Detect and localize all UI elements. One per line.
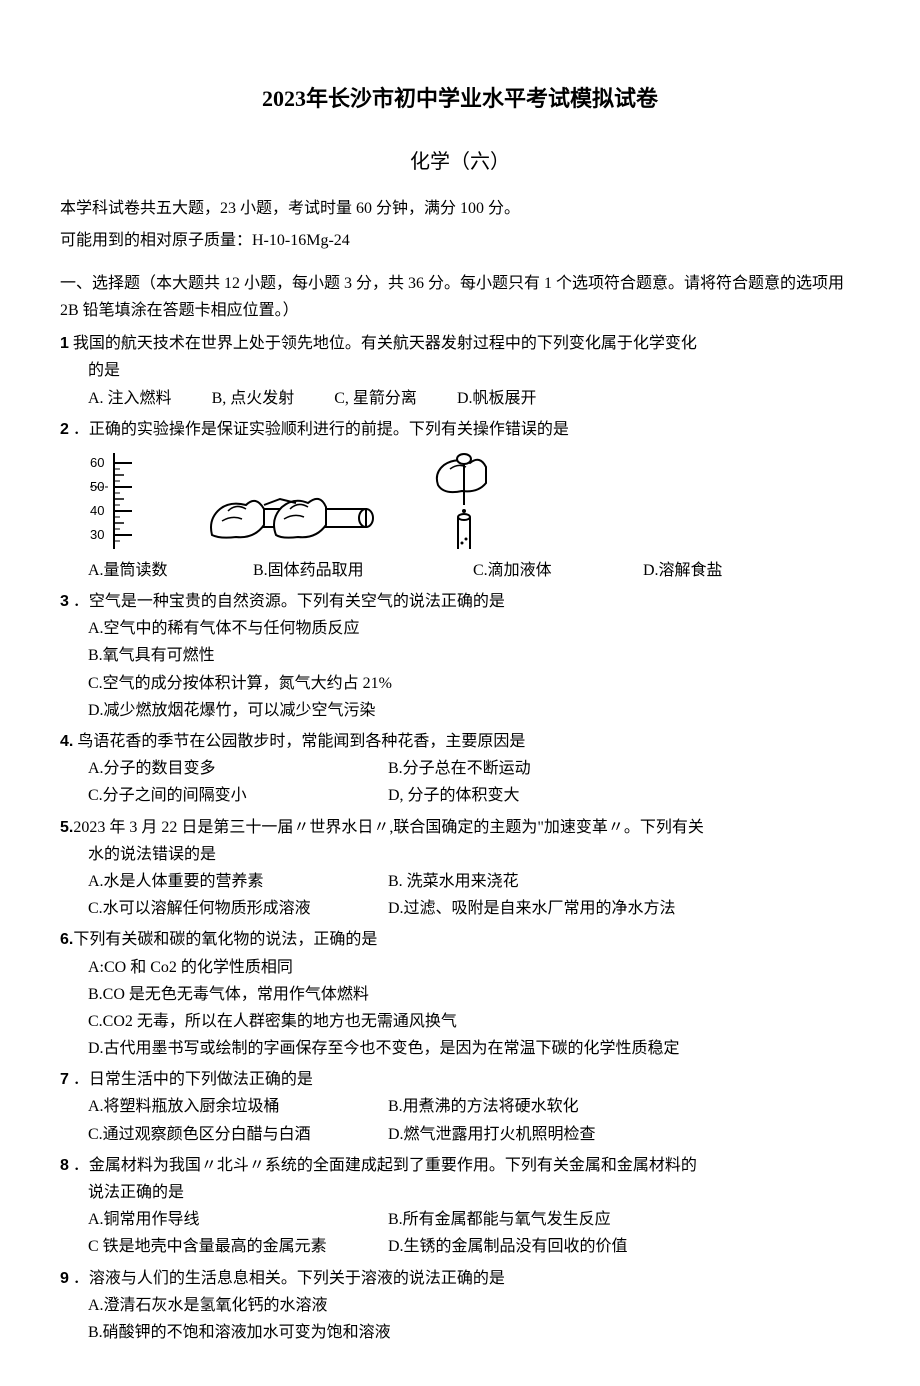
graduated-cylinder-icon: 60 50 40 30 [88,451,148,551]
q7-number: 7 [60,1071,69,1088]
q2-images-row: 60 50 40 30 [60,451,860,551]
q3-option-a: A.空气中的稀有气体不与任何物质反应 [60,615,860,642]
q5-number: 5. [60,819,73,836]
q8-option-a: A.铜常用作导线 [88,1206,388,1233]
q2-image-b [206,475,376,551]
q9-number: 9 [60,1270,69,1287]
q7-row2: C.通过观察颜色区分白醋与白酒 D.燃气泄露用打火机照明检查 [60,1121,860,1148]
q4-option-d: D, 分子的体积变大 [388,782,520,809]
q8-row1: A.铜常用作导线 B.所有金属都能与氧气发生反应 [60,1206,860,1233]
dropper-icon [434,451,504,551]
q2-option-c: C.滴加液体 [473,557,643,584]
intro-line-2: 可能用到的相对原子质量：H-10-16Mg-24 [60,227,860,254]
q4-number: 4. [60,733,73,750]
q2-option-labels: A.量筒读数 B.固体药品取用 C.滴加液体 D.溶解食盐 [60,557,860,584]
q2-option-b: B.固体药品取用 [253,557,473,584]
q5-option-b: B. 洗菜水用来浇花 [388,868,519,895]
q6-option-b: B.CO 是无色无毒气体，常用作气体燃料 [60,981,860,1008]
q6-option-d: D.古代用墨书写或绘制的字画保存至今也不变色，是因为在常温下碳的化学性质稳定 [60,1035,860,1062]
q8-stem-1: ．金属材料为我国〃北斗〃系统的全面建成起到了重要作用。下列有关金属和金属材料的 [73,1157,697,1174]
svg-text:30: 30 [90,527,104,542]
q8-option-c: C 铁是地壳中含量最高的金属元素 [88,1233,388,1260]
q5-option-c: C.水可以溶解任何物质形成溶液 [88,895,388,922]
q9-option-b: B.硝酸钾的不饱和溶液加水可变为饱和溶液 [60,1319,860,1346]
q7-row1: A.将塑料瓶放入厨余垃圾桶 B.用煮沸的方法将硬水软化 [60,1093,860,1120]
q5-row1: A.水是人体重要的营养素 B. 洗菜水用来浇花 [60,868,860,895]
q7-option-c: C.通过观察颜色区分白醋与白酒 [88,1121,388,1148]
q5-option-a: A.水是人体重要的营养素 [88,868,388,895]
question-2: 2 ．正确的实验操作是保证实验顺利进行的前提。下列有关操作错误的是 [60,416,860,443]
question-6: 6.下列有关碳和碳的氧化物的说法，正确的是 [60,926,860,953]
q4-option-c: C.分子之间的间隔变小 [88,782,388,809]
q3-number: 3 [60,593,69,610]
page-title: 2023年长沙市初中学业水平考试模拟试卷 [60,80,860,117]
q7-stem: ．日常生活中的下列做法正确的是 [73,1071,313,1088]
q2-option-a: A.量筒读数 [88,557,253,584]
q7-option-d: D.燃气泄露用打火机照明检查 [388,1121,596,1148]
q1-option-c: C, 星箭分离 [334,390,417,407]
q3-option-d: D.减少燃放烟花爆竹，可以减少空气污染 [60,697,860,724]
q6-option-c: C.CO2 无毒，所以在人群密集的地方也无需通风换气 [60,1008,860,1035]
q6-stem: 下列有关碳和碳的氧化物的说法，正确的是 [73,931,377,948]
q5-option-d: D.过滤、吸附是自来水厂常用的净水方法 [388,895,676,922]
q9-option-a: A.澄清石灰水是氢氧化钙的水溶液 [60,1292,860,1319]
q8-number: 8 [60,1157,69,1174]
q7-option-b: B.用煮沸的方法将硬水软化 [388,1093,579,1120]
q4-row2: C.分子之间的间隔变小 D, 分子的体积变大 [60,782,860,809]
q8-option-b: B.所有金属都能与氧气发生反应 [388,1206,611,1233]
q7-option-a: A.将塑料瓶放入厨余垃圾桶 [88,1093,388,1120]
q1-stem-1: 我国的航天技术在世界上处于领先地位。有关航天器发射过程中的下列变化属于化学变化 [73,335,697,352]
question-3: 3 ．空气是一种宝贵的自然资源。下列有关空气的说法正确的是 [60,588,860,615]
q1-option-d: D.帆板展开 [457,390,537,407]
q6-option-a: A:CO 和 Co2 的化学性质相同 [60,954,860,981]
q2-image-c [434,451,504,551]
q4-stem: 鸟语花香的季节在公园散步时，常能闻到各种花香，主要原因是 [77,733,525,750]
section-1-heading: 一、选择题（本大题共 12 小题，每小题 3 分，共 36 分。每小题只有 1 … [60,270,860,324]
q2-option-d: D.溶解食盐 [643,557,723,584]
q4-option-b: B.分子总在不断运动 [388,755,531,782]
q2-image-a: 60 50 40 30 [88,451,148,551]
q4-option-a: A.分子的数目变多 [88,755,388,782]
q2-stem: ．正确的实验操作是保证实验顺利进行的前提。下列有关操作错误的是 [73,421,569,438]
intro-line-1: 本学科试卷共五大题，23 小题，考试时量 60 分钟，满分 100 分。 [60,195,860,222]
svg-text:40: 40 [90,503,104,518]
q1-option-a: A. 注入燃料 [88,390,172,407]
q3-stem: ．空气是一种宝贵的自然资源。下列有关空气的说法正确的是 [73,593,505,610]
q3-option-c: C.空气的成分按体积计算，氮气大约占 21% [60,670,860,697]
page-subtitle: 化学（六） [60,145,860,179]
q8-option-d: D.生锈的金属制品没有回收的价值 [388,1233,628,1260]
q6-number: 6. [60,931,73,948]
question-5: 5.2023 年 3 月 22 日是第三十一届〃世界水日〃,联合国确定的主题为"… [60,814,860,841]
question-9: 9 ．溶液与人们的生活息息相关。下列关于溶液的说法正确的是 [60,1265,860,1292]
q5-stem-1: 2023 年 3 月 22 日是第三十一届〃世界水日〃,联合国确定的主题为"加速… [73,819,704,836]
q8-stem-2: 说法正确的是 [60,1179,860,1206]
q5-stem-2: 水的说法错误的是 [60,841,860,868]
question-7: 7 ．日常生活中的下列做法正确的是 [60,1066,860,1093]
q1-stem-2: 的是 [60,357,860,384]
q2-number: 2 [60,421,69,438]
question-1: 1 我国的航天技术在世界上处于领先地位。有关航天器发射过程中的下列变化属于化学变… [60,330,860,357]
q8-row2: C 铁是地壳中含量最高的金属元素 D.生锈的金属制品没有回收的价值 [60,1233,860,1260]
question-4: 4. 鸟语花香的季节在公园散步时，常能闻到各种花香，主要原因是 [60,728,860,755]
q5-row2: C.水可以溶解任何物质形成溶液 D.过滤、吸附是自来水厂常用的净水方法 [60,895,860,922]
solid-sample-icon [206,475,376,551]
q9-stem: ．溶液与人们的生活息息相关。下列关于溶液的说法正确的是 [73,1270,505,1287]
q1-options: A. 注入燃料 B, 点火发射 C, 星箭分离 D.帆板展开 [60,385,860,412]
q1-number: 1 [60,335,69,352]
svg-text:60: 60 [90,455,104,470]
q4-row1: A.分子的数目变多 B.分子总在不断运动 [60,755,860,782]
question-8: 8 ．金属材料为我国〃北斗〃系统的全面建成起到了重要作用。下列有关金属和金属材料… [60,1152,860,1179]
q1-option-b: B, 点火发射 [212,390,295,407]
q3-option-b: B.氧气具有可燃性 [60,642,860,669]
